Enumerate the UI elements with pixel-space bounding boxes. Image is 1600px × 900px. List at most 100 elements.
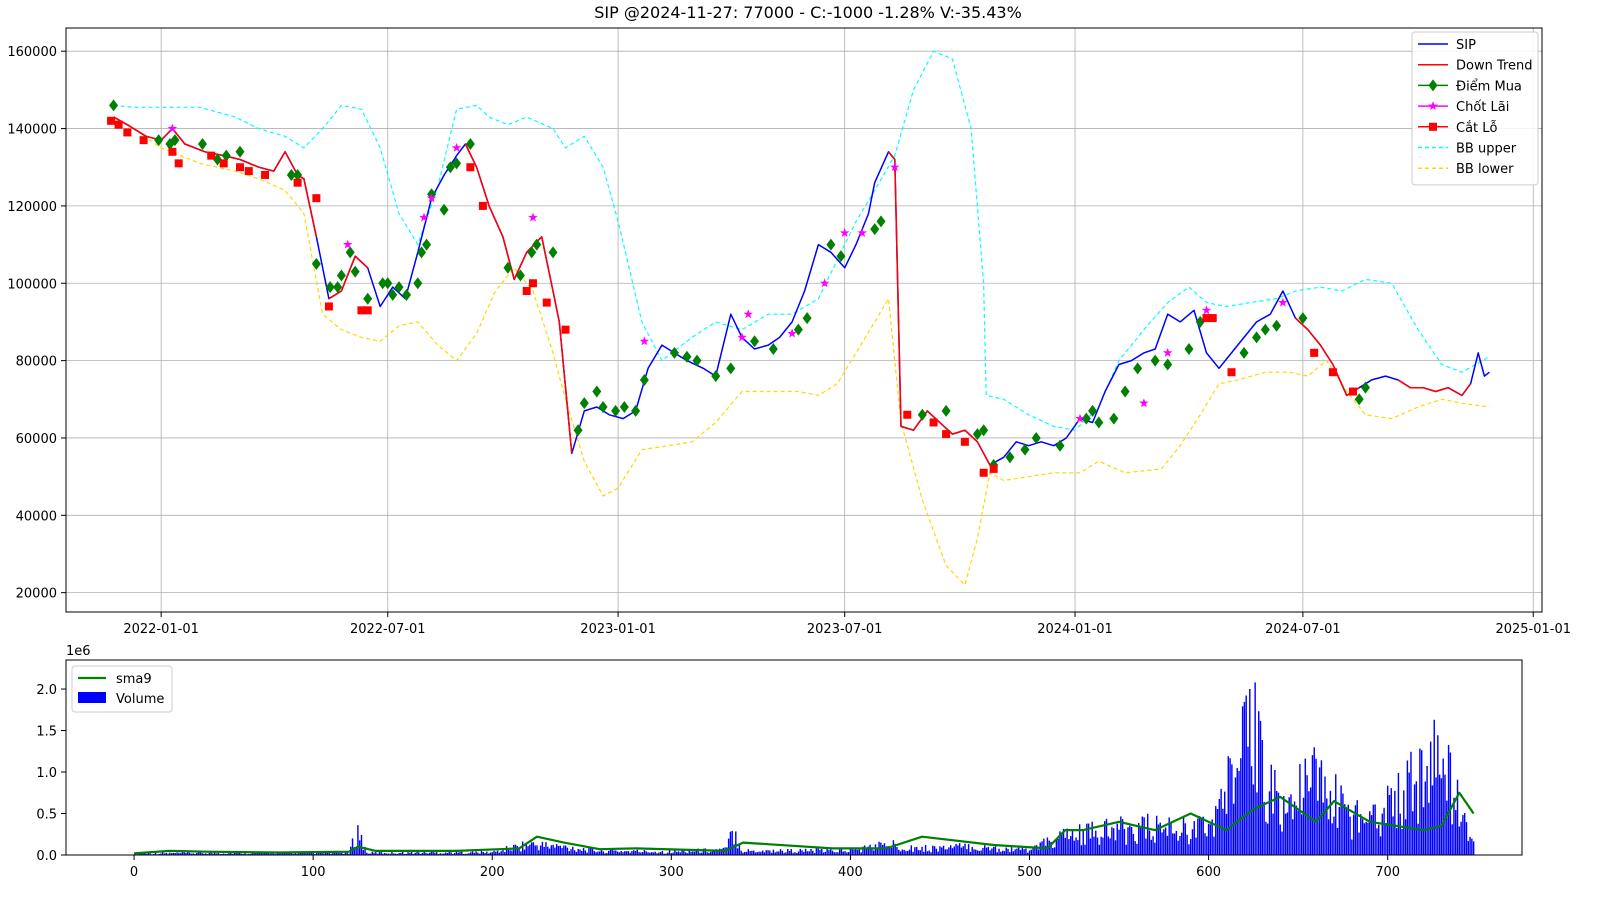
volume-bar [1442, 758, 1444, 855]
buy-point [402, 288, 412, 301]
volume-bar [1236, 768, 1238, 855]
volume-bar [520, 851, 522, 855]
volume-bar [1376, 828, 1378, 855]
legend-label: Điểm Mua [1456, 79, 1522, 94]
volume-bar [548, 848, 551, 855]
volume-bar [849, 849, 852, 855]
volume-bar [649, 852, 651, 855]
volume-bar [828, 850, 830, 855]
cut-loss-point [139, 136, 148, 145]
volume-bar [847, 852, 850, 855]
volume-bar [224, 853, 227, 855]
volume-bar [645, 851, 647, 855]
volume-bar [299, 852, 302, 855]
volume-bar [1286, 812, 1289, 855]
volume-bar [185, 853, 187, 855]
volume-bar [1279, 824, 1281, 855]
cut-loss-point [528, 279, 537, 288]
buy-point [750, 335, 760, 348]
volume-bar [846, 852, 848, 855]
volume-bar [733, 844, 735, 855]
volume-bar [598, 851, 601, 855]
volume-bar [1415, 781, 1418, 855]
volume-bar [1225, 813, 1228, 855]
volume-bar [1138, 823, 1140, 855]
buy-point [1031, 431, 1041, 444]
volume-bar [1335, 774, 1337, 855]
volume-bar [500, 851, 502, 855]
volume-bar [1175, 830, 1178, 855]
volume-bar [316, 851, 318, 855]
volume-bar [699, 852, 701, 855]
volume-bar [1077, 840, 1079, 855]
volume-bar [581, 850, 583, 855]
volume-bar [441, 853, 443, 855]
take-profit-point [819, 278, 830, 288]
volume-bar [190, 853, 193, 855]
volume-bar [1062, 828, 1065, 855]
volume-bar [955, 843, 957, 855]
volume-bar [683, 850, 685, 855]
volume-bar [212, 853, 214, 855]
volume-bar [367, 853, 370, 855]
volume-bar [384, 853, 386, 855]
volume-bar [1052, 848, 1054, 855]
volume-bar [1120, 816, 1122, 855]
volume-bar [1451, 824, 1453, 855]
volume-bar [1281, 831, 1283, 855]
volume-bar [228, 853, 230, 855]
buy-point [422, 238, 432, 251]
volume-bar [797, 851, 800, 855]
volume-bar [484, 853, 486, 855]
cut-loss-point [1310, 348, 1319, 357]
volume-bar [638, 852, 640, 855]
volume-bar [1340, 785, 1342, 855]
volume-offset-label: 1e6 [66, 644, 91, 659]
volume-bar [142, 853, 144, 855]
volume-bar [663, 853, 665, 855]
volume-bar [962, 846, 964, 855]
volume-bar [504, 852, 506, 855]
volume-bar [154, 852, 157, 855]
volume-bar [957, 845, 959, 855]
volume-bar [923, 851, 925, 855]
volume-bar [747, 849, 750, 855]
volume-bar [208, 852, 210, 855]
volume-bar [1010, 847, 1013, 855]
volume-bar [831, 850, 834, 855]
buy-point [286, 168, 296, 181]
volume-bar [1336, 827, 1339, 855]
volume-bar [752, 850, 755, 855]
volume-bar [1181, 832, 1183, 855]
volume-bar [432, 851, 434, 855]
volume-bar [387, 853, 390, 855]
volume-bar [604, 853, 606, 855]
cut-loss-point [219, 159, 228, 168]
volume-bar [672, 852, 674, 855]
volume-bar [1102, 837, 1104, 855]
volume-bar [1356, 800, 1358, 855]
volume-bar [588, 846, 590, 855]
buy-point [802, 312, 812, 325]
volume-bar [511, 850, 513, 855]
volume-bar [169, 852, 171, 855]
buy-point [336, 269, 346, 282]
volume-bar [996, 852, 998, 855]
volume-bar [921, 846, 923, 855]
volume-bar [1379, 836, 1382, 855]
volume-bar [1463, 813, 1466, 855]
volume-bar [1179, 836, 1181, 855]
volume-bar [199, 852, 202, 855]
take-profit-point [743, 309, 753, 319]
volume-bar [1014, 849, 1016, 855]
volume-bar [871, 849, 873, 855]
volume-bar [410, 851, 413, 855]
volume-bar [1139, 826, 1142, 855]
volume-bar [869, 844, 871, 855]
volume-bar [1469, 836, 1471, 855]
x-tick-label: 2023-07-01 [807, 622, 883, 637]
volume-bar [502, 848, 504, 855]
volume-bar [994, 846, 997, 855]
buy-point [378, 277, 388, 290]
volume-bar [661, 851, 664, 855]
